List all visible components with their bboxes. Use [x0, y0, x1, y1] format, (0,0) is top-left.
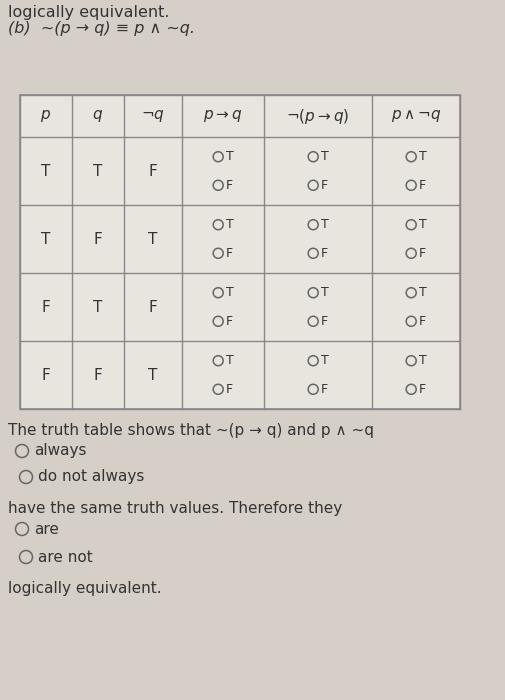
Text: logically equivalent.: logically equivalent.	[8, 581, 162, 596]
Text: F: F	[321, 315, 328, 328]
Text: T: T	[419, 150, 427, 163]
Text: $p \rightarrow q$: $p \rightarrow q$	[203, 108, 243, 124]
Text: F: F	[419, 315, 426, 328]
Text: T: T	[93, 164, 103, 178]
Text: F: F	[321, 178, 328, 192]
Text: T: T	[226, 354, 234, 368]
Text: logically equivalent.: logically equivalent.	[8, 5, 170, 20]
Text: always: always	[34, 444, 86, 458]
Text: T: T	[148, 368, 158, 382]
Text: T: T	[41, 164, 51, 178]
Text: F: F	[41, 368, 51, 382]
Text: T: T	[419, 354, 427, 368]
Text: T: T	[419, 218, 427, 231]
Text: T: T	[419, 286, 427, 299]
Text: T: T	[321, 286, 329, 299]
Text: $p$: $p$	[40, 108, 52, 124]
Text: F: F	[93, 232, 103, 246]
Text: do not always: do not always	[38, 470, 144, 484]
Text: T: T	[321, 354, 329, 368]
Text: T: T	[321, 218, 329, 231]
Text: F: F	[419, 383, 426, 395]
Text: F: F	[226, 247, 233, 260]
Text: F: F	[148, 300, 158, 314]
Text: F: F	[41, 300, 51, 314]
Text: F: F	[93, 368, 103, 382]
Text: F: F	[148, 164, 158, 178]
Text: F: F	[419, 247, 426, 260]
Text: The truth table shows that ~(p → q) and p ∧ ~q: The truth table shows that ~(p → q) and …	[8, 423, 374, 438]
Text: have the same truth values. Therefore they: have the same truth values. Therefore th…	[8, 501, 342, 516]
Text: T: T	[148, 232, 158, 246]
Text: T: T	[93, 300, 103, 314]
Text: T: T	[226, 218, 234, 231]
Text: $\neg q$: $\neg q$	[141, 108, 165, 124]
Text: $\neg(p \rightarrow q)$: $\neg(p \rightarrow q)$	[286, 106, 349, 125]
Bar	[20, 95, 460, 409]
Text: T: T	[226, 150, 234, 163]
Text: F: F	[226, 315, 233, 328]
Text: F: F	[419, 178, 426, 192]
Text: F: F	[226, 178, 233, 192]
Text: (b)  ~(p → q) ≡ p ∧ ~q.: (b) ~(p → q) ≡ p ∧ ~q.	[8, 21, 195, 36]
Text: F: F	[321, 383, 328, 395]
Text: are: are	[34, 522, 59, 536]
Text: $p \wedge {\neg}q$: $p \wedge {\neg}q$	[391, 108, 441, 124]
Text: are not: are not	[38, 550, 93, 564]
Text: F: F	[226, 383, 233, 395]
Text: T: T	[226, 286, 234, 299]
Text: T: T	[41, 232, 51, 246]
Text: F: F	[321, 247, 328, 260]
Text: T: T	[321, 150, 329, 163]
Text: $q$: $q$	[92, 108, 104, 124]
